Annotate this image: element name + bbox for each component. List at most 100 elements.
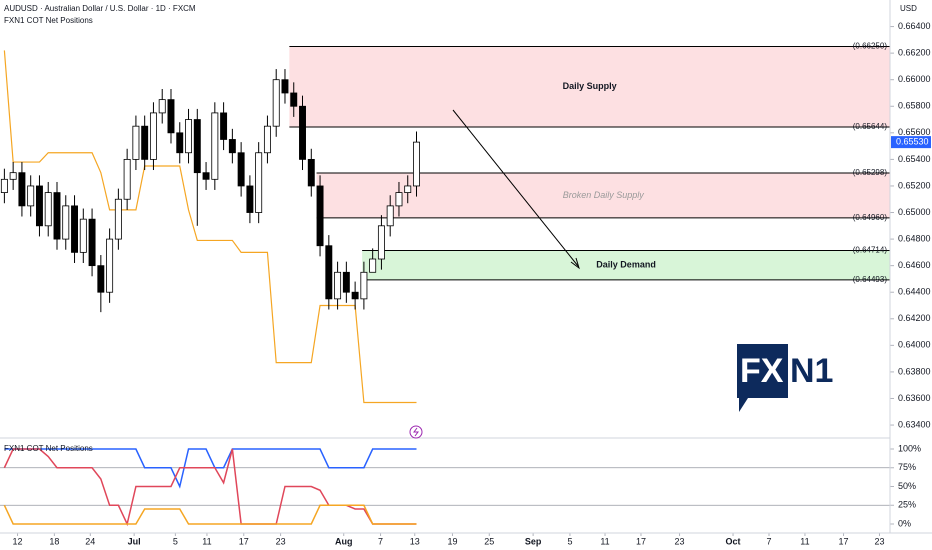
x-tick-label: 11 (600, 536, 609, 546)
x-tick-label: 17 (636, 536, 646, 546)
event-icon-bolt (413, 427, 419, 437)
candle-body (141, 125, 149, 160)
candle-body (369, 258, 377, 273)
candle-body (123, 158, 131, 200)
candle-body (386, 205, 394, 227)
x-tick-label: 5 (173, 536, 178, 546)
chart-title: AUDUSD · Australian Dollar / U.S. Dollar… (4, 4, 196, 13)
candle-body (114, 198, 122, 240)
event-icon[interactable] (409, 425, 423, 439)
axis-label: USD (900, 4, 917, 13)
x-tick-label: Jul (128, 536, 141, 546)
candle-body (44, 192, 52, 227)
y-tick-label: 0.63600 (898, 393, 931, 403)
last-price-label: 0.65530 (896, 136, 929, 146)
candle-body (149, 112, 157, 160)
y-tick-label: 0.63800 (898, 366, 931, 376)
x-tick-label: 19 (447, 536, 457, 546)
logo-text: N1 (790, 352, 833, 390)
y-tick-label: 0.65000 (898, 207, 931, 217)
x-tick-label: 23 (874, 536, 884, 546)
pane-title: FXN1 COT Net Positions (4, 444, 93, 453)
chart-subtitle: FXN1 COT Net Positions (4, 16, 93, 25)
zones: (0.66250) (0.65644) Daily Supply (0.65298) (… (289, 42, 890, 284)
candle-body (185, 119, 192, 154)
x-tick-label: 13 (410, 536, 420, 546)
candle-body (351, 291, 359, 300)
y-tick-label: 0.66400 (898, 21, 931, 31)
candle-body (106, 238, 114, 293)
zone-price-label: (0.65298) (853, 168, 888, 177)
logo-text: FX (740, 352, 784, 390)
candle-body (35, 185, 43, 227)
x-tick-label: 24 (85, 536, 95, 546)
candle-body (316, 185, 324, 247)
candle-body (342, 271, 350, 293)
x-tick-label: 17 (239, 536, 249, 546)
x-tick-label: 7 (378, 536, 383, 546)
zone (362, 250, 890, 280)
candle-body (79, 218, 87, 253)
candle-body (53, 192, 61, 240)
y-tick-label: 0% (898, 518, 911, 528)
y-tick-label: 0.65200 (898, 180, 931, 190)
candle-body (325, 245, 333, 300)
y-tick-label: 0.64600 (898, 260, 931, 270)
candle-body (228, 139, 236, 154)
candle-body (62, 205, 70, 240)
candle-body (263, 125, 271, 154)
logo-badge (737, 344, 788, 412)
x-tick-label: 5 (567, 536, 572, 546)
arrow (452, 109, 579, 267)
zone-label: Broken Daily Supply (563, 190, 645, 200)
y-tick-label: 0.64400 (898, 287, 931, 297)
arrow-head (570, 257, 580, 270)
x-tick-label: Aug (335, 536, 353, 546)
candle-body (404, 185, 412, 193)
zone (289, 46, 890, 127)
last-price-box (891, 136, 931, 149)
x-tick-label: 7 (766, 536, 771, 546)
zone-price-label: (0.64960) (853, 213, 888, 222)
candle-body (360, 271, 368, 300)
candle-body (377, 225, 385, 260)
candle-body (132, 125, 140, 160)
overlay-line (3, 50, 417, 404)
x-tick-label: 23 (675, 536, 685, 546)
series-line (3, 504, 417, 525)
y-tick-label: 75% (898, 462, 916, 472)
y-tick-label: 0.65400 (898, 154, 931, 164)
series-line (4, 448, 417, 489)
candle-body (71, 205, 79, 253)
candle-body (167, 99, 175, 134)
y-tick-label: 0.64200 (898, 313, 931, 323)
candle-body (202, 172, 210, 180)
y-tick-label: 0.65600 (898, 127, 931, 137)
plot: 0.66400 0.66200 0.66000 0.65800 0.65600 0.654… (0, 21, 931, 546)
candle-body (395, 192, 403, 207)
x-tick-label: 12 (13, 536, 23, 546)
candle-body (193, 119, 201, 174)
zone-price-label: (0.66250) (853, 42, 888, 51)
x-tick-label: Sep (525, 536, 542, 546)
candle-body (18, 172, 26, 207)
candle-body (246, 185, 254, 213)
y-tick-label: 0.64000 (898, 340, 931, 350)
y-tick-label: 0.63400 (898, 419, 931, 429)
candle-body (0, 178, 8, 193)
zone (316, 172, 890, 218)
y-tick-label: 100% (898, 443, 921, 453)
candle-body (97, 265, 105, 293)
y-tick-label: 25% (898, 500, 916, 510)
candle-body (334, 271, 342, 300)
candle-body (220, 112, 228, 140)
candle-body (290, 92, 298, 107)
x-tick-label: 17 (839, 536, 849, 546)
candle-body (88, 218, 96, 267)
y-tick-label: 0.66000 (898, 74, 931, 84)
candle-body (211, 112, 219, 180)
candle-body (307, 158, 315, 187)
zone-label: Daily Demand (596, 260, 656, 270)
logo: FX N1 (737, 344, 833, 412)
